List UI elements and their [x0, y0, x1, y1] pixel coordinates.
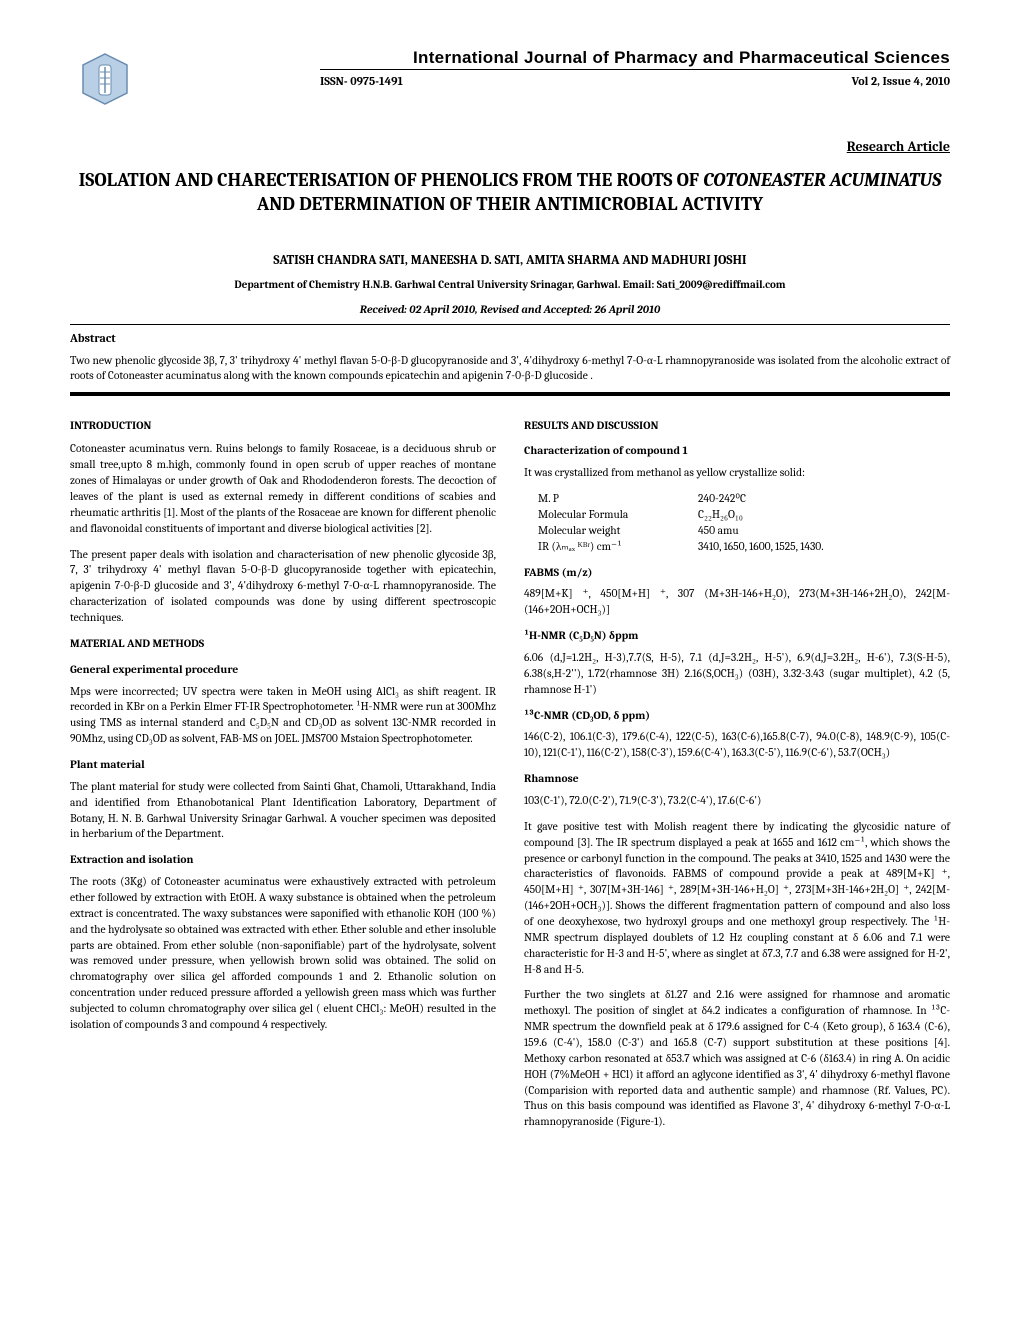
title-italic: COTONEASTER ACUMINATUS [703, 169, 941, 191]
intro-heading: INTRODUCTION [70, 418, 496, 434]
header-row: International Journal of Pharmacy and Ph… [70, 48, 950, 110]
ir-key: IR (λₘₐₓ ᴷᴮʳ) cm⁻¹ [538, 539, 698, 555]
left-column: INTRODUCTION Cotoneaster acuminatus vern… [70, 414, 496, 1141]
ir-val: 3410, 1650, 1600, 1525, 1430. [698, 539, 824, 555]
fabms-p: 489[M+K] ⁺, 450[M+H] ⁺, 307 (M+3H-146+H₂… [524, 586, 950, 618]
paper-title: ISOLATION AND CHARECTERISATION OF PHENOL… [70, 169, 950, 217]
rule-thin [70, 324, 950, 325]
mp-key: M. P [538, 491, 698, 507]
rule-thick [70, 392, 950, 396]
title-part1: ISOLATION AND CHARECTERISATION OF PHENOL… [79, 169, 704, 191]
cnmr-p: 146(C-2), 106.1(C-3), 179.6(C-4), 122(C-… [524, 729, 950, 761]
extraction-p: The roots (3Kg) of Cotoneaster acuminatu… [70, 874, 496, 1033]
properties-table: M. P240-242⁰C Molecular FormulaC₂₂H₂₆O₁₀… [538, 491, 950, 554]
hnmr-p: 6.06 (d,J=1.2H₂, H-3),7.7(S, H-5), 7.1 (… [524, 650, 950, 698]
table-row: Molecular weight450 amu [538, 523, 950, 539]
plant-material-heading: Plant material [70, 757, 496, 773]
rhamnose-p: 103(C-1'), 72.0(C-2'), 71.9(C-3'), 73.2(… [524, 793, 950, 809]
intro-p2: The present paper deals with isolation a… [70, 547, 496, 626]
journal-logo [70, 48, 140, 110]
affiliation: Department of Chemistry H.N.B. Garhwal C… [70, 278, 950, 291]
journal-title: International Journal of Pharmacy and Ph… [320, 48, 950, 70]
rhamnose-heading: Rhamnose [524, 771, 950, 787]
title-part2: AND DETERMINATION OF THEIR ANTIMICROBIAL… [257, 193, 763, 215]
vol-issue: Vol 2, Issue 4, 2010 [852, 74, 950, 88]
header-text-block: International Journal of Pharmacy and Ph… [140, 48, 950, 88]
material-methods-heading: MATERIAL AND METHODS [70, 636, 496, 652]
dates: Received: 02 April 2010, Revised and Acc… [70, 303, 950, 316]
two-column-body: INTRODUCTION Cotoneaster acuminatus vern… [70, 414, 950, 1141]
gep-heading: General experimental procedure [70, 662, 496, 678]
intro-p1: Cotoneaster acuminatus vern. Ruins belon… [70, 441, 496, 536]
table-row: IR (λₘₐₓ ᴷᴮʳ) cm⁻¹3410, 1650, 1600, 1525… [538, 539, 950, 555]
abstract-body: Two new phenolic glycoside 3β, 7, 3' tri… [70, 353, 950, 384]
plant-material-p: The plant material for study were collec… [70, 779, 496, 842]
fabms-heading: FABMS (m/z) [524, 565, 950, 581]
mw-val: 450 amu [698, 523, 739, 539]
mp-val: 240-242⁰C [698, 491, 746, 507]
mf-key: Molecular Formula [538, 507, 698, 523]
right-column: RESULTS AND DISCUSSION Characterization … [524, 414, 950, 1141]
compound1-heading: Characterization of compound 1 [524, 443, 950, 459]
hnmr-heading: ¹H-NMR (C₅D₅N) δppm [524, 628, 950, 644]
issn-vol-row: ISSN- 0975-1491 Vol 2, Issue 4, 2010 [320, 74, 950, 88]
table-row: Molecular FormulaC₂₂H₂₆O₁₀ [538, 507, 950, 523]
article-type: Research Article [70, 138, 950, 155]
mf-val: C₂₂H₂₆O₁₀ [698, 507, 743, 523]
gep-p: Mps were incorrected; UV spectra were ta… [70, 684, 496, 747]
authors: SATISH CHANDRA SATI, MANEESHA D. SATI, A… [70, 253, 950, 268]
abstract-heading: Abstract [70, 331, 950, 345]
extraction-heading: Extraction and isolation [70, 852, 496, 868]
compound1-p: It was crystallized from methanol as yel… [524, 465, 950, 481]
mw-key: Molecular weight [538, 523, 698, 539]
issn: ISSN- 0975-1491 [320, 74, 403, 88]
discussion-p2: Further the two singlets at δ1.27 and 2.… [524, 987, 950, 1130]
results-heading: RESULTS AND DISCUSSION [524, 418, 950, 434]
cnmr-heading: ¹³C-NMR (CD₃OD, δ ppm) [524, 708, 950, 724]
table-row: M. P240-242⁰C [538, 491, 950, 507]
discussion-p1: It gave positive test with Molish reagen… [524, 819, 950, 978]
